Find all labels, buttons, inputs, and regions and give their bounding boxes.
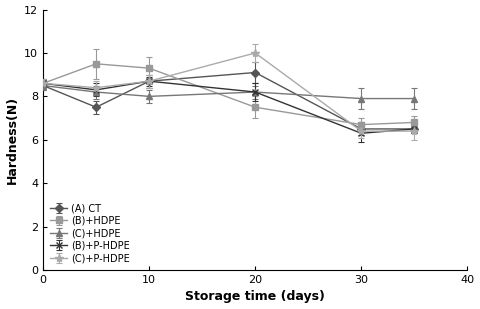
Legend: (A) CT, (B)+HDPE, (C)+HDPE, (B)+P-HDPE, (C)+P-HDPE: (A) CT, (B)+HDPE, (C)+HDPE, (B)+P-HDPE, …: [48, 201, 132, 265]
Y-axis label: Hardness(N): Hardness(N): [6, 96, 19, 184]
X-axis label: Storage time (days): Storage time (days): [185, 290, 325, 303]
